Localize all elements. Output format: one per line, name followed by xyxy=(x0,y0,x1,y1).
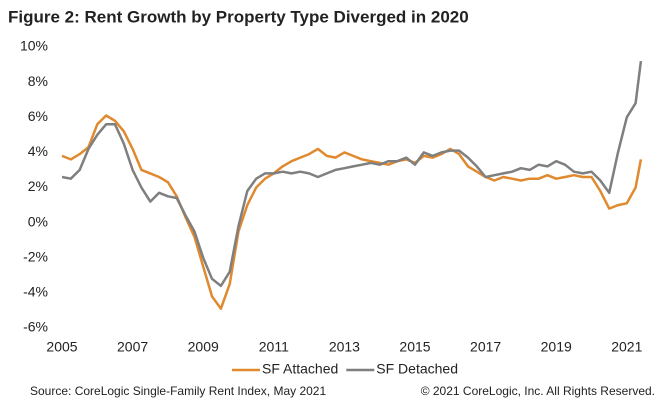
copyright-note: © 2021 CoreLogic, Inc. All Rights Reserv… xyxy=(421,384,655,398)
legend-label: SF Detached xyxy=(376,361,458,377)
x-tick-label: 2021 xyxy=(611,339,642,355)
y-tick-label: -6% xyxy=(23,319,48,335)
series-line xyxy=(61,60,643,288)
source-note: Source: CoreLogic Single-Family Rent Ind… xyxy=(30,384,326,398)
x-tick-label: 2007 xyxy=(117,339,148,355)
x-tick-label: 2009 xyxy=(188,339,219,355)
x-tick-label: 2011 xyxy=(259,339,289,355)
chart-title: Figure 2: Rent Growth by Property Type D… xyxy=(8,7,469,26)
y-tick-label: 2% xyxy=(28,178,48,194)
legend-label: SF Attached xyxy=(262,361,338,377)
y-tick-label: 0% xyxy=(28,213,48,229)
y-tick-label: 4% xyxy=(28,143,48,159)
x-tick-label: 2019 xyxy=(541,339,572,355)
y-tick-label: -4% xyxy=(23,284,48,300)
y-tick-label: 8% xyxy=(28,73,48,89)
y-tick-label: 10% xyxy=(20,38,48,54)
y-tick-label: 6% xyxy=(28,108,48,124)
x-tick-label: 2005 xyxy=(46,339,77,355)
x-tick-label: 2015 xyxy=(399,339,430,355)
series-line xyxy=(61,114,643,310)
y-tick-label: -2% xyxy=(23,248,48,264)
x-tick-label: 2017 xyxy=(470,339,501,355)
x-tick-label: 2013 xyxy=(329,339,360,355)
